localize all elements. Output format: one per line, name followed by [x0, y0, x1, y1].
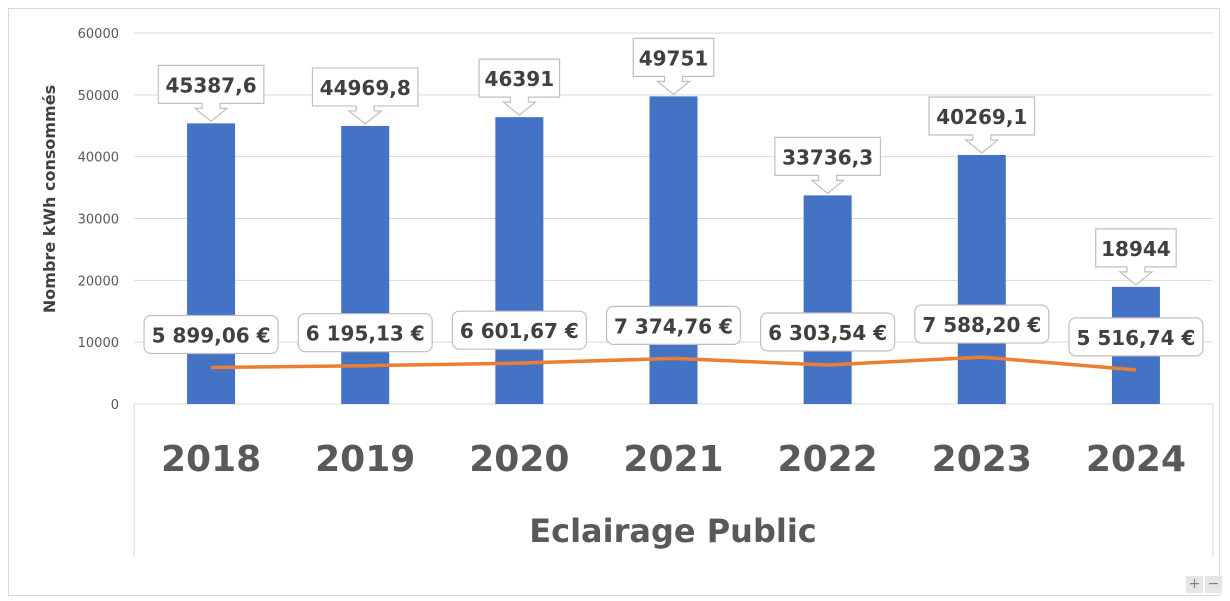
line-data-label: 6 303,54 € — [761, 313, 895, 351]
bar-data-label: 33736,3 — [775, 137, 881, 193]
zoom-in-button[interactable]: + — [1186, 576, 1203, 593]
chart-frame: 0 10000 20000 30000 40000 50000 60000 Nombre k… — [8, 8, 1220, 596]
category-label: 2023 — [932, 439, 1032, 480]
y-tick-label: 60000 — [78, 27, 119, 42]
bar-label-text: 46391 — [485, 67, 555, 91]
bar-data-label: 40269,1 — [929, 97, 1035, 153]
line-label-text: 5 516,74 € — [1076, 326, 1195, 350]
line-label-text: 6 195,13 € — [306, 322, 425, 346]
chart: 0 10000 20000 30000 40000 50000 60000 Nombre k… — [9, 9, 1221, 597]
line-data-label: 6 601,67 € — [452, 311, 586, 349]
line-label-text: 5 899,06 € — [152, 324, 271, 348]
y-tick-label: 0 — [111, 398, 119, 413]
line-label-text: 7 588,20 € — [922, 313, 1041, 337]
bar-label-text: 40269,1 — [936, 105, 1027, 129]
line-label-text: 6 303,54 € — [768, 321, 887, 345]
bar — [341, 126, 389, 404]
line-data-label: 5 899,06 € — [144, 316, 278, 354]
bar-data-label: 44969,8 — [312, 68, 418, 124]
bar-label-text: 18944 — [1101, 237, 1171, 261]
line-data-label: 7 588,20 € — [915, 305, 1049, 343]
y-tick-label: 40000 — [78, 151, 119, 166]
category-label: 2024 — [1086, 439, 1186, 480]
category-label: 2022 — [778, 439, 878, 480]
y-axis-label: Nombre kWh consommés — [40, 85, 59, 313]
y-tick-label: 30000 — [78, 213, 119, 228]
bar-data-label: 18944 — [1096, 229, 1177, 285]
bar-label-text: 49751 — [639, 46, 709, 70]
category-label: 2019 — [315, 439, 415, 480]
category-label: 2018 — [161, 439, 261, 480]
bar — [958, 155, 1006, 404]
zoom-controls: + − — [1186, 576, 1222, 593]
category-labels: 2018 2019 2020 2021 2022 2023 2024 — [161, 439, 1186, 480]
bar-label-text: 45387,6 — [166, 73, 257, 97]
category-label: 2021 — [623, 439, 723, 480]
line-data-label: 5 516,74 € — [1069, 318, 1203, 356]
line-label-text: 6 601,67 € — [460, 319, 579, 343]
bar-label-text: 33736,3 — [782, 145, 873, 169]
y-tick-label: 50000 — [78, 89, 119, 104]
line-label-text: 7 374,76 € — [614, 314, 733, 338]
y-tick-label: 20000 — [78, 274, 119, 289]
bar-data-label: 45387,6 — [158, 65, 263, 121]
bar-data-label: 46391 — [479, 59, 559, 115]
bar — [187, 123, 235, 404]
zoom-out-button[interactable]: − — [1205, 576, 1222, 593]
line-data-label: 6 195,13 € — [298, 314, 432, 352]
line-data-label: 7 374,76 € — [607, 306, 741, 344]
x-axis-title: Eclairage Public — [529, 512, 817, 550]
bar-data-label: 49751 — [633, 38, 714, 94]
y-tick-labels: 0 10000 20000 30000 40000 50000 60000 — [78, 27, 119, 413]
category-label: 2020 — [469, 439, 569, 480]
y-tick-label: 10000 — [78, 336, 119, 351]
bar-label-text: 44969,8 — [320, 76, 411, 100]
bar — [804, 195, 852, 404]
